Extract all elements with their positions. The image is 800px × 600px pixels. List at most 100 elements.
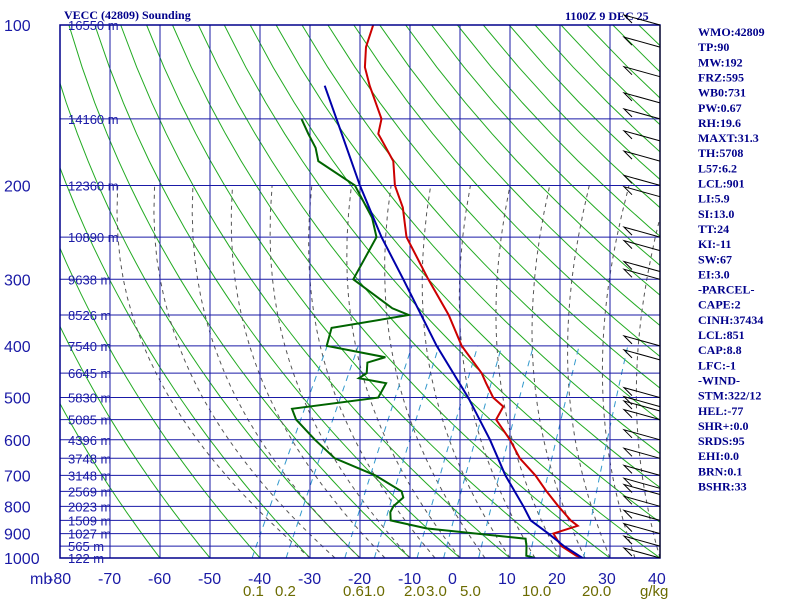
wind-barb: [622, 185, 661, 198]
wind-barb: [622, 509, 661, 521]
wind-barb: [622, 226, 661, 238]
wind-barb: [622, 334, 661, 347]
chart-title: VECC (42809) Sounding: [64, 8, 191, 22]
moist-adiabat-line: [421, 185, 511, 558]
height-label: 6645 m: [68, 366, 111, 381]
wind-barb: [622, 464, 661, 476]
temperature-tick-label: 0: [448, 571, 457, 588]
height-label: 14160 m: [68, 112, 119, 127]
pressure-tick-label: 200: [4, 178, 31, 195]
pressure-unit-label: mb: [30, 571, 52, 588]
temperature-tick-label: 20: [548, 571, 566, 588]
temperature-tick-label: -30: [298, 571, 321, 588]
index-value: BRN:0.1: [698, 464, 742, 478]
index-value: CAPE:2: [698, 298, 741, 312]
mixing-ratio-label: 3.0: [426, 583, 447, 600]
height-label: 2569 m: [68, 484, 111, 499]
mixing-ratio-label: 5.0: [460, 583, 481, 600]
pressure-tick-label: 1000: [4, 551, 40, 568]
height-label: 3148 m: [68, 468, 111, 483]
index-value: LI:5.9: [698, 192, 730, 206]
height-label: 2023 m: [68, 499, 111, 514]
height-label: 4396 m: [68, 433, 111, 448]
mixing-ratio-unit-label: g/kg: [640, 583, 668, 600]
dewpoint-profile-line: [290, 118, 536, 558]
temperature-tick-label: -40: [248, 571, 271, 588]
index-value: MW:192: [698, 55, 743, 69]
height-label: 7540 m: [68, 339, 111, 354]
mixing-ratio-label: 2.0: [404, 583, 425, 600]
index-value: BSHR:33: [698, 480, 747, 494]
height-label: 8526 m: [68, 308, 111, 323]
height-label: 5085 m: [68, 413, 111, 428]
mixing-ratio-label: 0.1: [243, 583, 264, 600]
index-value: LCL:901: [698, 177, 745, 191]
height-label: 1509 m: [68, 513, 111, 528]
index-value: SHR+:0.0: [698, 419, 749, 433]
temperature-tick-label: -80: [48, 571, 71, 588]
wind-barb: [622, 395, 661, 408]
wind-barb: [622, 495, 661, 507]
wind-barb: [622, 268, 661, 280]
mixing-ratio-label: 1.0: [364, 583, 385, 600]
wind-barb: [622, 348, 661, 361]
chart-time: 1100Z 9 DEC 25: [565, 9, 649, 23]
height-label: 9638 m: [68, 272, 111, 287]
index-value: HEL:-77: [698, 404, 743, 418]
wind-barb: [622, 386, 661, 399]
index-value: WB0:731: [698, 86, 746, 100]
wind-barb: [622, 522, 661, 535]
pressure-tick-label: 600: [4, 433, 31, 450]
index-value: MAXT:31.3: [698, 131, 759, 145]
wind-barb: [622, 260, 661, 272]
wind-barb: [622, 107, 661, 120]
index-value: LCL:851: [698, 328, 745, 342]
wind-barb: [622, 129, 661, 142]
index-value: WMO:42809: [698, 25, 765, 39]
index-value: -PARCEL-: [698, 283, 754, 297]
height-label: 1027 m: [68, 527, 111, 542]
pressure-tick-label: 800: [4, 499, 31, 516]
temperature-tick-label: -10: [398, 571, 421, 588]
wind-barb: [622, 477, 661, 489]
wind-barb: [622, 239, 661, 252]
wind-barb: [622, 14, 661, 26]
mixing-ratio-label: 20.0: [582, 583, 611, 600]
index-value: -WIND-: [698, 373, 740, 387]
index-value: RH:19.6: [698, 116, 741, 130]
index-value: L57:6.2: [698, 161, 737, 175]
mixing-ratio-label: 0.6: [343, 583, 364, 600]
mixing-ratio-label: 10.0: [522, 583, 551, 600]
temperature-tick-label: -20: [348, 571, 371, 588]
height-label: 3748 m: [68, 451, 111, 466]
wind-barb: [622, 150, 661, 162]
wind-barb: [622, 174, 661, 186]
pressure-tick-label: 400: [4, 339, 31, 356]
index-value: TT:24: [698, 222, 729, 236]
height-label: 12360 m: [68, 178, 119, 193]
height-label: 122 m: [68, 551, 104, 566]
index-value: EI:3.0: [698, 267, 730, 281]
index-value: SW:67: [698, 252, 732, 266]
wind-barb: [622, 400, 661, 412]
pressure-tick-label: 700: [4, 468, 31, 485]
wind-barb: [622, 483, 661, 495]
wind-barb: [622, 36, 661, 48]
index-value: CAP:8.8: [698, 343, 742, 357]
height-label: 10890 m: [68, 230, 119, 245]
temperature-tick-label: -70: [98, 571, 121, 588]
wind-barb: [622, 428, 661, 441]
height-label: 565 m: [68, 539, 104, 554]
index-value: CINH:37434: [698, 313, 763, 327]
temperature-tick-label: -50: [198, 571, 221, 588]
temperature-tick-label: 30: [598, 571, 616, 588]
wind-barb: [622, 547, 661, 559]
wind-barb: [622, 535, 661, 547]
height-label: 5830 m: [68, 391, 111, 406]
index-value: LFC:-1: [698, 358, 736, 372]
index-value: FRZ:595: [698, 70, 744, 84]
wind-barb: [622, 65, 661, 78]
temperature-tick-label: -60: [148, 571, 171, 588]
